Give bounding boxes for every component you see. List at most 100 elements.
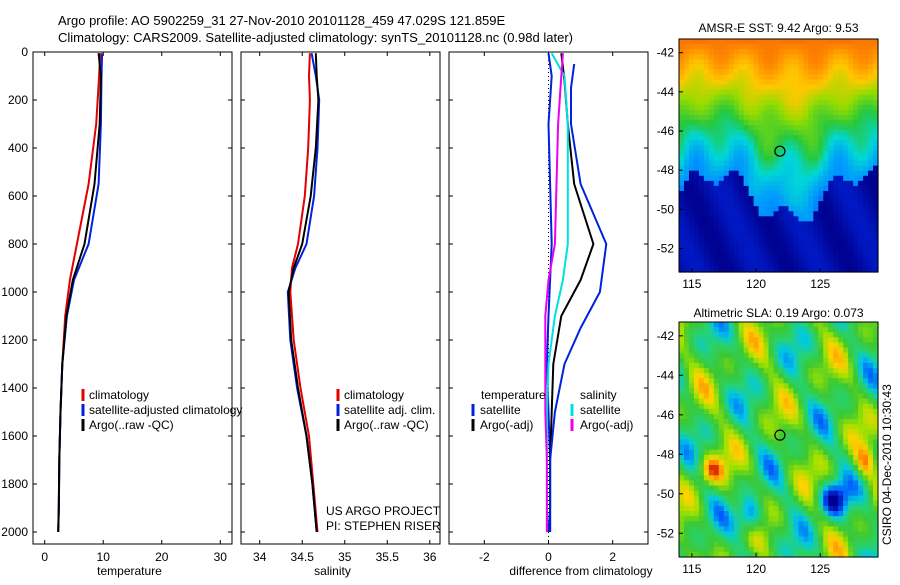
heatmap-cell xyxy=(738,388,745,395)
heatmap-cell xyxy=(758,140,765,146)
heatmap-cell xyxy=(793,419,799,425)
heatmap-cell xyxy=(783,505,790,512)
heatmap-cell xyxy=(718,49,725,55)
heatmap-cell xyxy=(798,84,804,91)
heatmap-cell xyxy=(708,261,715,268)
heatmap-cell xyxy=(679,485,685,492)
heatmap-cell xyxy=(683,551,690,558)
heatmap-cell xyxy=(733,170,740,177)
heatmap-cell xyxy=(733,160,740,167)
heatmap-cell xyxy=(808,367,814,374)
heatmap-cell xyxy=(788,109,795,116)
heatmap-cell xyxy=(823,94,829,101)
heatmap-cell xyxy=(733,185,740,192)
heatmap-cell xyxy=(843,551,849,558)
heatmap-cell xyxy=(763,120,770,126)
heatmap-cell xyxy=(823,465,829,471)
heatmap-cell xyxy=(748,49,755,55)
heatmap-cell xyxy=(698,342,705,349)
heatmap-cell xyxy=(763,403,770,410)
heatmap-cell xyxy=(853,266,859,273)
heatmap-cell xyxy=(683,429,690,435)
heatmap-cell xyxy=(723,196,730,202)
heatmap-cell xyxy=(818,130,824,136)
heatmap-cell xyxy=(738,546,745,553)
heatmap-cell xyxy=(748,74,755,81)
heatmap-cell xyxy=(688,337,695,344)
heatmap-cell xyxy=(728,64,735,70)
heatmap-cell xyxy=(803,383,809,390)
heatmap-cell xyxy=(693,221,700,228)
heatmap-cell xyxy=(808,155,814,162)
heatmap-cell xyxy=(738,49,745,55)
heatmap-cell xyxy=(838,185,844,192)
heatmap-cell xyxy=(823,357,829,364)
heatmap-cell xyxy=(858,84,864,91)
heatmap-cell xyxy=(823,175,829,182)
heatmap-cell xyxy=(833,221,839,228)
heatmap-cell xyxy=(683,266,690,273)
heatmap-cell xyxy=(768,140,775,146)
heatmap-cell xyxy=(713,54,720,60)
heatmap-cell xyxy=(738,79,745,86)
heatmap-cell xyxy=(873,342,879,349)
heatmap-cell xyxy=(718,480,725,487)
heatmap-cell xyxy=(858,89,864,96)
heatmap-cell xyxy=(693,454,700,461)
heatmap-cell xyxy=(813,429,819,435)
heatmap-cell xyxy=(873,175,879,182)
heatmap-cell xyxy=(763,84,770,91)
heatmap-cell xyxy=(873,454,879,461)
heatmap-cell xyxy=(863,150,869,157)
heatmap-cell xyxy=(708,211,715,217)
header-line-1: Argo profile: AO 5902259_31 27-Nov-2010 … xyxy=(58,13,506,28)
heatmap-cell xyxy=(743,393,750,400)
heatmap-cell xyxy=(853,367,859,374)
heatmap-cell xyxy=(788,44,795,50)
heatmap-cell xyxy=(808,454,814,461)
heatmap-cell xyxy=(693,251,700,258)
heatmap-cell xyxy=(693,531,700,538)
heatmap-cell xyxy=(768,347,775,354)
heatmap-cell xyxy=(748,526,755,533)
heatmap-cell xyxy=(688,383,695,390)
heatmap-cell xyxy=(758,64,765,70)
heatmap-cell xyxy=(788,444,795,451)
heatmap-cell xyxy=(838,246,844,253)
heatmap-cell xyxy=(693,434,700,441)
heatmap-cell xyxy=(778,352,785,359)
heatmap-cell xyxy=(778,155,785,162)
heatmap-cell xyxy=(723,347,730,354)
heatmap-cell xyxy=(708,104,715,111)
heatmap-cell xyxy=(798,531,804,538)
heatmap-cell xyxy=(813,54,819,60)
heatmap-cell xyxy=(848,373,854,379)
heatmap-cell xyxy=(818,206,824,212)
heatmap-cell xyxy=(698,170,705,177)
heatmap-cell xyxy=(833,393,839,400)
heatmap-cell xyxy=(733,500,740,507)
heatmap-cell xyxy=(848,175,854,182)
heatmap-cell xyxy=(798,505,804,512)
heatmap-cell xyxy=(798,378,804,384)
heatmap-cell xyxy=(708,231,715,238)
heatmap-cell xyxy=(763,160,770,167)
heatmap-cell xyxy=(783,454,790,461)
heatmap-cell xyxy=(758,130,765,136)
heatmap-cell xyxy=(713,201,720,207)
heatmap-cell xyxy=(718,175,725,182)
heatmap-cell xyxy=(853,94,859,101)
heatmap-cell xyxy=(818,99,824,106)
heatmap-cell xyxy=(873,551,879,558)
heatmap-cell xyxy=(773,362,780,369)
heatmap-cell xyxy=(873,505,879,512)
heatmap-cell xyxy=(758,505,765,512)
heatmap-cell xyxy=(748,84,755,91)
heatmap-cell xyxy=(838,74,844,81)
heatmap-cell xyxy=(688,500,695,507)
heatmap-cell xyxy=(798,322,804,328)
heatmap-cell xyxy=(833,408,839,415)
heatmap-cell xyxy=(698,516,705,522)
heatmap-cell xyxy=(748,505,755,512)
heatmap-cell xyxy=(748,150,755,157)
